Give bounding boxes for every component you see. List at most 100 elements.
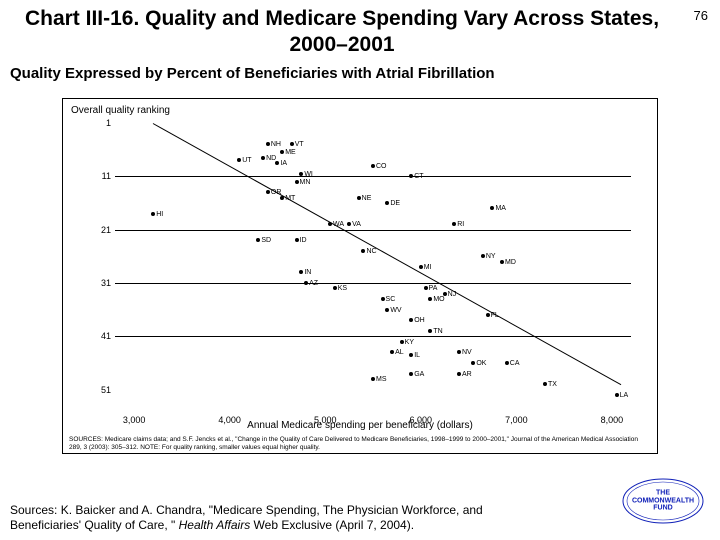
data-point	[424, 286, 428, 290]
page-subtitle: Quality Expressed by Percent of Benefici…	[0, 59, 720, 84]
data-point-label: NC	[366, 248, 376, 255]
data-point	[357, 196, 361, 200]
source-text-ital: Health Affairs	[179, 518, 251, 532]
data-point-label: NE	[362, 195, 372, 202]
data-point-label: IL	[414, 352, 420, 359]
data-point-label: VA	[352, 221, 361, 228]
source-text-suffix: Web Exclusive (April 7, 2004).	[250, 518, 414, 532]
data-point	[419, 265, 423, 269]
data-point-label: NV	[462, 349, 472, 356]
data-point-label: TX	[548, 381, 557, 388]
y-tick-label: 31	[91, 278, 111, 288]
data-point	[409, 174, 413, 178]
data-point	[505, 361, 509, 365]
data-point-label: ND	[266, 155, 276, 162]
data-point	[390, 350, 394, 354]
chart-container: Overall quality ranking 111213141513,000…	[62, 98, 658, 454]
data-point	[486, 313, 490, 317]
y-tick-label: 11	[91, 171, 111, 181]
data-point	[615, 393, 619, 397]
data-point	[151, 212, 155, 216]
data-point	[409, 318, 413, 322]
data-point-label: IA	[280, 160, 287, 167]
data-point	[385, 308, 389, 312]
data-point-label: FL	[491, 312, 499, 319]
data-point-label: ID	[300, 237, 307, 244]
data-point	[295, 238, 299, 242]
logo-line1: THE	[656, 489, 670, 496]
scatter-plot: 111213141513,0004,0005,0006,0007,0008,00…	[115, 123, 631, 411]
y-tick-label: 21	[91, 225, 111, 235]
data-point	[304, 281, 308, 285]
x-axis-label: Annual Medicare spending per beneficiary…	[63, 420, 657, 431]
data-point	[275, 161, 279, 165]
data-point-label: SC	[386, 296, 396, 303]
data-point-label: CT	[414, 173, 423, 180]
data-point-label: MT	[285, 195, 295, 202]
data-point-label: MN	[300, 179, 311, 186]
data-point	[299, 270, 303, 274]
data-point-label: CA	[510, 360, 520, 367]
data-point	[409, 353, 413, 357]
data-point-label: MI	[424, 264, 432, 271]
y-axis-label: Overall quality ranking	[71, 105, 170, 116]
data-point	[371, 164, 375, 168]
data-point-label: OK	[476, 360, 486, 367]
data-point-label: SD	[261, 237, 271, 244]
data-point	[333, 286, 337, 290]
data-point-label: RI	[457, 221, 464, 228]
data-point-label: WA	[333, 221, 344, 228]
data-point-label: LA	[620, 392, 629, 399]
data-point	[361, 249, 365, 253]
data-point-label: AZ	[309, 280, 318, 287]
data-point	[237, 158, 241, 162]
page-title: Chart III-16. Quality and Medicare Spend…	[0, 0, 720, 59]
data-point-label: MD	[505, 259, 516, 266]
y-tick-label: 1	[91, 118, 111, 128]
commonwealth-fund-logo: THE COMMONWEALTH FUND	[622, 476, 704, 526]
data-point-label: ME	[285, 149, 296, 156]
data-point-label: MA	[495, 205, 506, 212]
data-point	[328, 222, 332, 226]
data-point-label: DE	[390, 200, 400, 207]
data-point	[266, 142, 270, 146]
data-point-label: AR	[462, 371, 472, 378]
y-tick-label: 41	[91, 331, 111, 341]
data-point-label: AL	[395, 349, 404, 356]
data-point	[428, 329, 432, 333]
page-number: 76	[694, 8, 708, 23]
data-point-label: MS	[376, 376, 387, 383]
source-citation: Sources: K. Baicker and A. Chandra, "Med…	[10, 503, 530, 532]
data-point	[543, 382, 547, 386]
data-point	[256, 238, 260, 242]
data-point	[385, 201, 389, 205]
logo-line3: FUND	[653, 505, 672, 512]
gridline	[115, 336, 631, 337]
data-point-label: CO	[376, 163, 387, 170]
data-point	[409, 372, 413, 376]
data-point	[266, 190, 270, 194]
data-point	[295, 180, 299, 184]
data-point	[400, 340, 404, 344]
data-point	[500, 260, 504, 264]
data-point	[290, 142, 294, 146]
data-point	[280, 196, 284, 200]
data-point	[261, 156, 265, 160]
logo-line2: COMMONWEALTH	[632, 497, 694, 504]
data-point-label: HI	[156, 211, 163, 218]
data-point-label: VT	[295, 141, 304, 148]
data-point	[457, 350, 461, 354]
data-point	[428, 297, 432, 301]
gridline	[115, 283, 631, 284]
data-point-label: TN	[433, 328, 442, 335]
gridline	[115, 230, 631, 231]
data-point-label: OH	[414, 317, 425, 324]
chart-footnote: SOURCES: Medicare claims data; and S.F. …	[69, 436, 651, 451]
data-point-label: NJ	[448, 291, 457, 298]
data-point	[481, 254, 485, 258]
data-point-label: MO	[433, 296, 444, 303]
data-point	[452, 222, 456, 226]
data-point-label: WI	[304, 171, 313, 178]
data-point	[490, 206, 494, 210]
data-point-label: WV	[390, 307, 401, 314]
